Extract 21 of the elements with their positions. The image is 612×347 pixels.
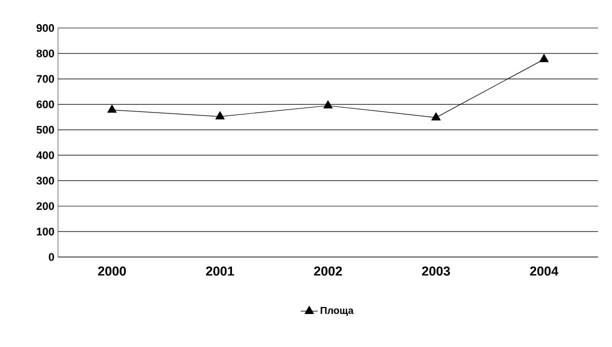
y-tick-label: 400 <box>36 151 54 160</box>
point <box>107 104 117 113</box>
y-tick-label: 800 <box>36 50 54 58</box>
y-tick-label: 300 <box>36 176 54 185</box>
x-tick-label: 2000 <box>98 266 126 276</box>
y-tick-label: 100 <box>36 228 54 236</box>
point <box>539 54 549 62</box>
y-tick-label: 600 <box>36 100 54 108</box>
x-tick-label: 2001 <box>206 266 234 276</box>
x-tick-label: 2004 <box>530 266 558 276</box>
y-tick-label: 0 <box>48 253 54 261</box>
point <box>431 112 441 120</box>
point <box>215 111 225 120</box>
x-tick-label: 2002 <box>314 266 342 276</box>
y-tick-label: 500 <box>36 126 54 134</box>
legend-label: Площа <box>320 306 354 316</box>
x-tick-label: 2003 <box>422 266 450 276</box>
point <box>323 100 333 108</box>
y-tick-label: 200 <box>36 202 54 210</box>
y-tick-label: 700 <box>36 75 54 83</box>
y-tick-label: 900 <box>36 24 54 32</box>
